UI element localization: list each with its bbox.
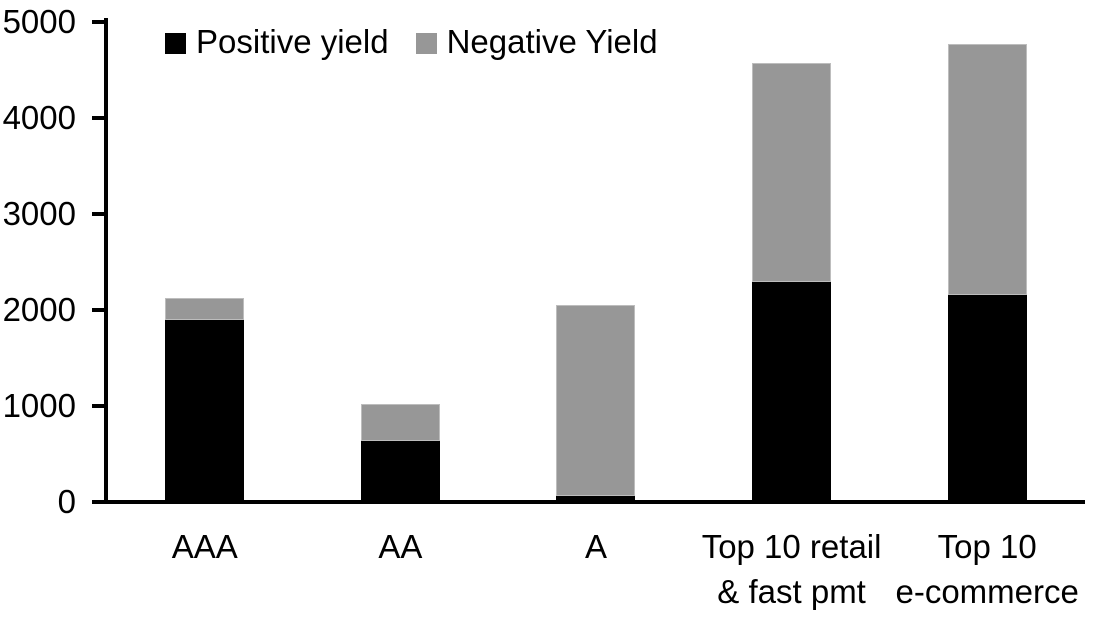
bar-segment-positive: [165, 320, 245, 500]
y-tick-label: 0: [57, 483, 76, 520]
bar-slot: [694, 20, 890, 500]
plot-area: [107, 20, 1085, 500]
legend-item-negative-yield: Negative Yield: [415, 23, 658, 61]
y-tick-mark: [92, 116, 105, 120]
y-tick-label: 3000: [2, 195, 76, 232]
bar-slot: [107, 20, 303, 500]
x-category-label: AA: [378, 528, 423, 565]
y-tick-mark: [92, 404, 105, 408]
y-tick-label: 1000: [2, 387, 76, 424]
x-category-label: A: [584, 528, 607, 565]
y-tick-mark: [92, 20, 105, 24]
bar-segment-positive: [556, 496, 636, 500]
bar-segment-negative: [360, 404, 440, 441]
y-tick-label: 4000: [2, 99, 76, 136]
x-category-label: Top 10 e-commerce: [895, 528, 1079, 610]
bar-slot: [303, 20, 499, 500]
positive-yield-swatch-icon: [165, 32, 186, 54]
legend-label-negative-yield: Negative Yield: [446, 23, 658, 60]
x-axis-line: [92, 500, 1085, 504]
negative-yield-swatch-icon: [415, 32, 437, 54]
y-tick-mark: [92, 308, 105, 312]
bar-segment-negative: [752, 63, 832, 282]
bar-segment-negative: [556, 305, 636, 496]
bar-segment-negative: [947, 44, 1027, 295]
bar-segment-positive: [360, 441, 440, 500]
legend-item-positive-yield: Positive yield: [165, 23, 389, 61]
x-axis-labels: AAA AA A Top 10 retail & fast pmt Top 10 e-c…: [107, 524, 1085, 614]
bar-slot: [889, 20, 1085, 500]
legend: Positive yield Negative Yield: [165, 23, 658, 61]
y-tick-label: 5000: [2, 3, 76, 40]
x-category-label: Top 10 retail & fast pmt: [701, 528, 882, 610]
x-category-label: AAA: [171, 528, 238, 565]
y-tick-label: 2000: [2, 291, 76, 328]
y-tick-mark: [92, 212, 105, 216]
legend-label-positive-yield: Positive yield: [196, 23, 389, 60]
bar-segment-positive: [947, 295, 1027, 500]
bar-slot: [498, 20, 694, 500]
bar-segment-negative: [165, 298, 245, 320]
y-axis-line: [104, 18, 108, 502]
bar-segment-positive: [752, 282, 832, 500]
